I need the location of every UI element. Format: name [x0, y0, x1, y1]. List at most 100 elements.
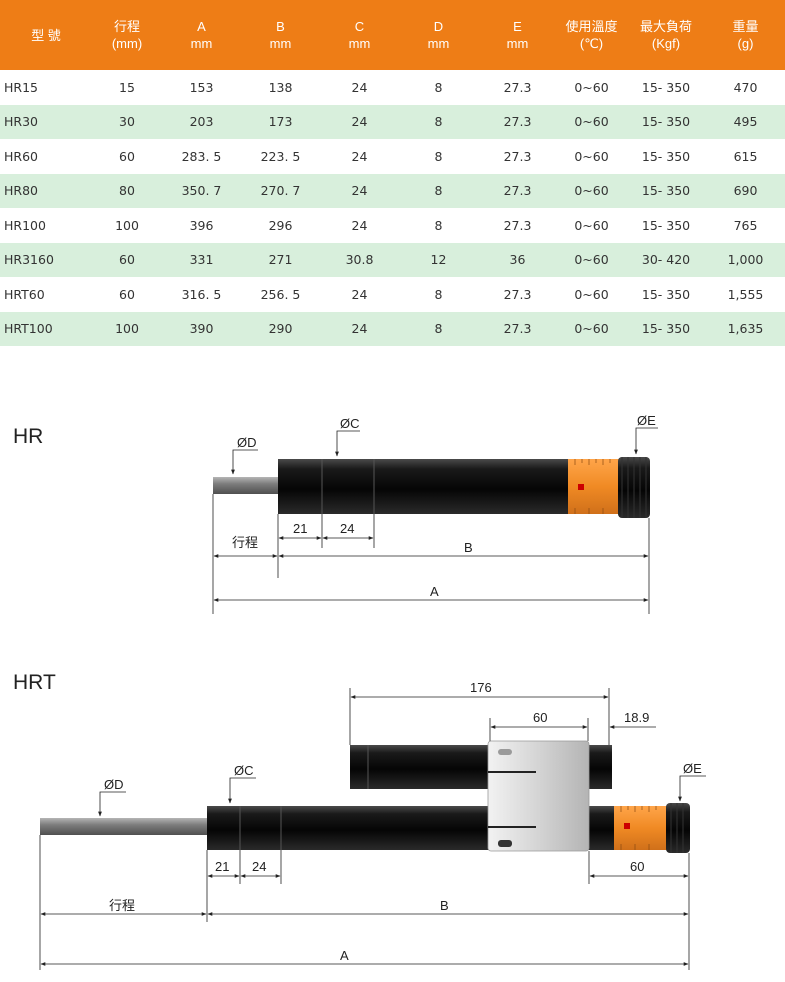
table-cell: 15	[119, 79, 135, 95]
header-stroke: 行程 (mm)	[92, 0, 162, 70]
hrt-adjust-knob	[666, 803, 690, 853]
table-cell: 30.8	[320, 242, 399, 277]
table-cell: 30- 420	[626, 242, 706, 277]
table-cell: 24	[320, 173, 399, 208]
table-cell: 0~60	[574, 286, 609, 302]
hrt-shock-absorber	[40, 740, 690, 853]
table-cell: 495	[706, 104, 785, 139]
table-cell: 27.3	[478, 104, 557, 139]
table-cell: 80	[92, 173, 162, 208]
hr-label-21: 21	[293, 521, 307, 536]
table-cell-model: HR80	[0, 173, 92, 208]
table-cell: 153	[189, 79, 214, 95]
hrt-label-d: ØD	[104, 777, 124, 792]
table-cell: 8	[399, 104, 478, 139]
table-cell: 8	[434, 148, 443, 164]
table-cell: 100	[115, 217, 139, 233]
header-max-load: 最大負荷 (Kgf)	[626, 0, 706, 70]
hr-leader-c	[335, 430, 360, 457]
table-cell-model: HR60	[4, 148, 38, 164]
hr-dimensions	[212, 427, 658, 614]
hrt-leader-d	[98, 791, 126, 817]
hr-label-a: A	[430, 584, 439, 599]
hr-label-24: 24	[340, 521, 354, 536]
hrt-label-176: 176	[470, 680, 492, 695]
table-row: HR60 60 283. 5 223. 5 24 8 27.3 0~60 15- 350 615	[0, 139, 785, 174]
header-temperature: 使用溫度 (℃)	[557, 0, 626, 70]
table-cell: 24	[351, 79, 368, 95]
hr-logo-icon	[578, 484, 584, 490]
table-body: HR15 15 153 138 24 8 27.3 0~60 15- 350 470 HR30 30 2…	[0, 70, 785, 346]
hr-leader-e	[634, 427, 658, 455]
header-weight: 重量 (g)	[706, 0, 785, 70]
hr-label-d: ØD	[237, 435, 257, 450]
hr-cylinder-body	[278, 459, 570, 514]
table-cell: 0~60	[557, 242, 626, 277]
hr-dimension-labels: ØD ØC ØE 21 24 行程 B A	[232, 413, 656, 599]
table-cell: 8	[434, 286, 443, 302]
table-cell: 15- 350	[641, 148, 691, 164]
hrt-logo-icon	[624, 823, 630, 829]
table-cell: 390	[162, 311, 241, 346]
hrt-section-title: HRT	[13, 671, 56, 694]
hrt-leader-c	[228, 777, 256, 804]
hr-shock-absorber	[213, 457, 650, 518]
table-cell: 765	[733, 217, 758, 233]
hr-orange-scale-band	[568, 459, 619, 514]
table-cell: 24	[320, 311, 399, 346]
table-cell: 27.3	[503, 148, 532, 164]
table-row: HRT100 100 390 290 24 8 27.3 0~60 15- 350 1,635	[0, 311, 785, 346]
table-cell: 1,555	[727, 286, 764, 302]
table-cell: 203	[162, 104, 241, 139]
hr-label-e: ØE	[637, 413, 656, 428]
table-cell: 24	[320, 104, 399, 139]
table-cell: 15- 350	[641, 217, 691, 233]
table-cell: 223. 5	[260, 148, 301, 164]
table-cell: 138	[268, 79, 293, 95]
table-cell: 27.3	[503, 217, 532, 233]
table-cell: 470	[733, 79, 758, 95]
table-cell: 283. 5	[181, 148, 222, 164]
table-cell: 15- 350	[626, 311, 706, 346]
table-cell-model: HR100	[4, 217, 46, 233]
table-cell: 60	[119, 286, 135, 302]
hrt-dimensions	[39, 688, 706, 970]
hr-scale-ticks	[574, 459, 611, 514]
table-row: HR3160 60 331 271 30.8 12 36 0~60 30- 420 1,000	[0, 242, 785, 277]
table-cell: 0~60	[557, 173, 626, 208]
table-cell: 24	[351, 217, 368, 233]
table-cell: 100	[92, 311, 162, 346]
hrt-label-24: 24	[252, 859, 266, 874]
hrt-label-stroke: 行程	[109, 898, 135, 913]
hr-leader-d	[231, 449, 258, 475]
hr-label-b: B	[464, 540, 473, 555]
table-cell: 12	[399, 242, 478, 277]
hr-section-title: HR	[13, 425, 44, 448]
table-cell: 350. 7	[162, 173, 241, 208]
table-cell: 0~60	[557, 311, 626, 346]
table-cell-model: HR15	[4, 79, 38, 95]
table-cell: 296	[268, 217, 293, 233]
table-cell: 270. 7	[241, 173, 320, 208]
hrt-label-b: B	[440, 898, 449, 913]
table-cell-model: HRT60	[4, 286, 45, 302]
table-cell: 8	[434, 79, 443, 95]
table-cell: 256. 5	[260, 286, 301, 302]
table-cell: 15- 350	[626, 104, 706, 139]
hrt-orange-scale-band	[614, 806, 668, 850]
table-row: HR30 30 203 173 24 8 27.3 0~60 15- 350 495	[0, 104, 785, 139]
hrt-label-e: ØE	[683, 761, 702, 776]
table-cell: 0~60	[574, 148, 609, 164]
header-model: 型 號	[0, 0, 92, 70]
hr-piston-rod	[213, 477, 279, 494]
table-cell: 290	[241, 311, 320, 346]
hrt-label-21: 21	[215, 859, 229, 874]
table-cell: 27.3	[478, 311, 557, 346]
table-cell: 24	[351, 148, 368, 164]
hrt-label-60-bottom: 60	[630, 859, 644, 874]
table-cell: 0~60	[557, 104, 626, 139]
table-cell-model: HR3160	[0, 242, 92, 277]
